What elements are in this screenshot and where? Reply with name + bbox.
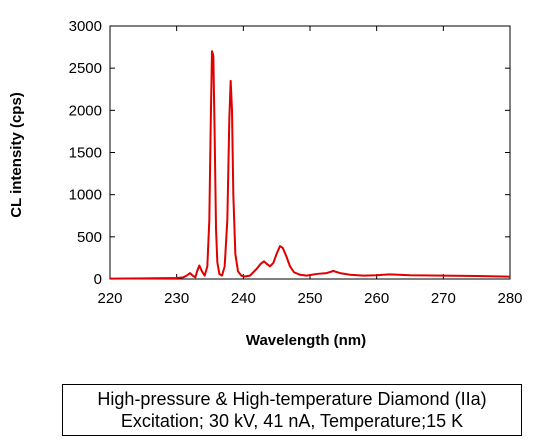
x-tick-label: 250 (297, 290, 322, 307)
caption-line-1: High-pressure & High-temperature Diamond… (97, 389, 487, 409)
x-tick-label: 230 (164, 290, 189, 307)
y-tick-label: 2000 (69, 102, 102, 119)
y-axis-label: CL intensity (cps) (8, 92, 25, 218)
y-tick-label: 1000 (69, 187, 102, 204)
x-axis-label: Wavelength (nm) (246, 332, 366, 349)
y-tick-label: 0 (94, 271, 102, 288)
y-tick-label: 1500 (69, 145, 102, 162)
x-tick-label: 220 (97, 290, 122, 307)
x-tick-label: 270 (431, 290, 456, 307)
y-axis: 0 500 1000 1500 2000 2500 3000 (69, 18, 510, 288)
y-tick-label: 2500 (69, 60, 102, 77)
x-tick-label: 260 (364, 290, 389, 307)
y-tick-label: 3000 (69, 18, 102, 35)
x-tick-label: 280 (497, 290, 522, 307)
x-tick-label: 240 (231, 290, 256, 307)
x-axis: 220 230 240 250 260 270 280 (97, 26, 523, 307)
plot-frame (109, 25, 511, 280)
caption-line-2: Excitation; 30 kV, 41 nA, Temperature;15… (120, 411, 464, 431)
y-tick-label: 500 (77, 229, 102, 246)
series-line (109, 50, 511, 280)
caption-box: High-pressure & High-temperature Diamond… (62, 384, 522, 436)
